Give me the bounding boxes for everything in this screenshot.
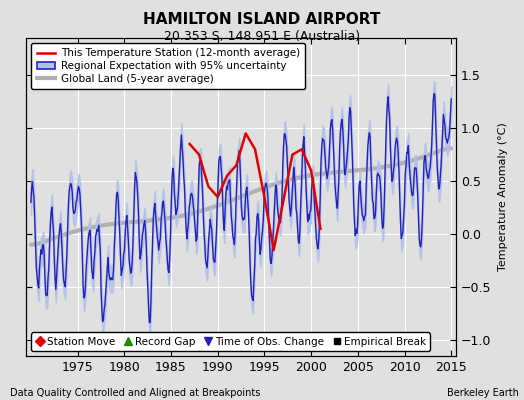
Text: Data Quality Controlled and Aligned at Breakpoints: Data Quality Controlled and Aligned at B…: [10, 388, 261, 398]
Text: Berkeley Earth: Berkeley Earth: [447, 388, 519, 398]
Legend: Station Move, Record Gap, Time of Obs. Change, Empirical Break: Station Move, Record Gap, Time of Obs. C…: [31, 332, 430, 351]
Text: 20.353 S, 148.951 E (Australia): 20.353 S, 148.951 E (Australia): [164, 30, 360, 43]
Text: HAMILTON ISLAND AIRPORT: HAMILTON ISLAND AIRPORT: [143, 12, 381, 27]
Y-axis label: Temperature Anomaly (°C): Temperature Anomaly (°C): [498, 123, 508, 271]
